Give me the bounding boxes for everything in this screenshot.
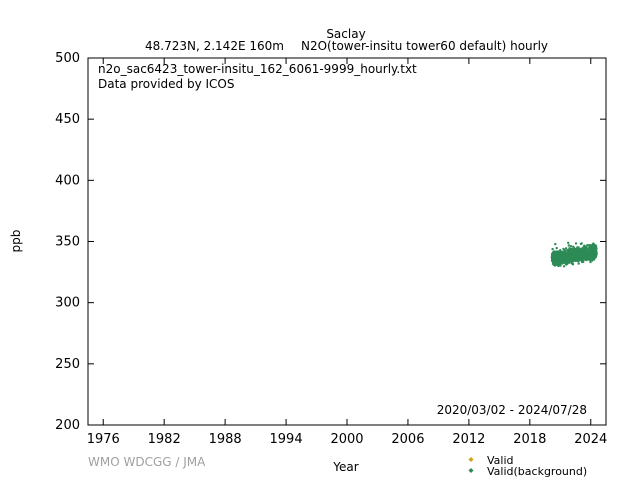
data-point — [559, 264, 562, 267]
legend-label: Valid — [487, 454, 514, 467]
data-point — [585, 245, 588, 249]
legend-marker — [468, 468, 474, 473]
data-point — [555, 246, 558, 250]
chart-title: Saclay — [326, 27, 365, 41]
y-tick-label: 300 — [55, 296, 80, 311]
data-point — [591, 259, 594, 262]
data-point — [595, 252, 598, 256]
x-tick-label: 2012 — [452, 432, 485, 447]
y-tick-label: 450 — [55, 112, 80, 127]
data-point — [595, 247, 598, 250]
data-point — [574, 242, 578, 245]
x-tick-label: 1988 — [209, 432, 242, 447]
data-point — [582, 260, 585, 264]
data-filename: n2o_sac6423_tower-insitu_162_6061-9999_h… — [98, 62, 417, 76]
data-point — [580, 242, 583, 245]
data-point — [567, 244, 570, 247]
x-tick-label: 2018 — [513, 432, 546, 447]
x-tick-label: 2000 — [330, 432, 363, 447]
data-point — [594, 245, 598, 248]
legend-marker — [468, 457, 474, 462]
data-point — [562, 265, 566, 268]
data-point — [567, 241, 570, 244]
y-axis-label: ppb — [9, 230, 23, 253]
y-tick-label: 400 — [55, 173, 80, 188]
data-point — [551, 247, 554, 251]
data-point — [595, 250, 598, 254]
data-point — [564, 249, 567, 253]
data-point — [554, 242, 557, 246]
y-axis: 200 250 300 350 400 450 500 — [55, 51, 606, 433]
y-tick-label: 500 — [55, 51, 80, 66]
chart-subtitle-location: 48.723N, 2.142E 160m — [145, 39, 284, 53]
data-point — [569, 245, 573, 248]
x-tick-label: 2006 — [391, 432, 424, 447]
chart-subtitle-species: N2O(tower-insitu tower60 default) hourly — [301, 39, 548, 53]
plot-frame — [87, 57, 607, 426]
x-tick-label: 1976 — [87, 432, 120, 447]
data-point — [589, 260, 592, 264]
x-axis-label: Year — [332, 460, 358, 474]
data-provider: Data provided by ICOS — [98, 77, 234, 91]
data-point — [577, 262, 580, 265]
legend-label: Valid(background) — [487, 465, 587, 478]
data-points — [550, 241, 598, 268]
x-tick-label: 1982 — [148, 432, 181, 447]
date-range-label: 2020/03/02 - 2024/07/28 — [437, 403, 587, 417]
credit-label: WMO WDCGG / JMA — [88, 455, 206, 469]
data-point — [564, 247, 568, 250]
x-tick-label: 1994 — [270, 432, 303, 447]
y-tick-label: 250 — [55, 357, 80, 372]
data-point — [571, 263, 575, 266]
y-tick-label: 350 — [55, 235, 80, 250]
x-tick-label: 2024 — [574, 432, 607, 447]
y-tick-label: 200 — [55, 418, 80, 433]
x-axis: 1976 1982 1988 1994 2000 2006 2012 2018 2024 — [87, 58, 607, 447]
